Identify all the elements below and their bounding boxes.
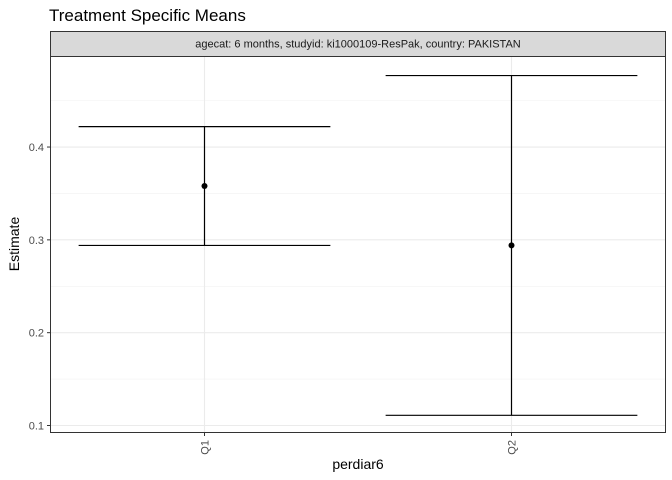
axes: 0.1 0.2 0.3 0.4 Q1 Q2 bbox=[29, 142, 519, 455]
facet-strip bbox=[50, 31, 666, 57]
y-tick-label: 0.4 bbox=[29, 142, 44, 154]
y-tick-label: 0.1 bbox=[29, 421, 44, 433]
estimate-point bbox=[508, 242, 515, 249]
x-axis-title: perdiar6 bbox=[332, 456, 384, 472]
plot-panel-border bbox=[50, 56, 666, 433]
grid bbox=[51, 57, 665, 432]
facet-label: agecat: 6 months, studyid: ki1000109-Res… bbox=[195, 39, 521, 51]
chart-title: Treatment Specific Means bbox=[49, 6, 246, 25]
estimate-point bbox=[201, 183, 208, 190]
x-tick-label: Q1 bbox=[200, 440, 212, 455]
y-axis-title: Estimate bbox=[6, 217, 22, 272]
data-layer bbox=[78, 74, 638, 416]
y-tick-label: 0.3 bbox=[29, 235, 44, 247]
x-tick-label: Q2 bbox=[507, 440, 519, 455]
y-tick-label: 0.2 bbox=[29, 328, 44, 340]
